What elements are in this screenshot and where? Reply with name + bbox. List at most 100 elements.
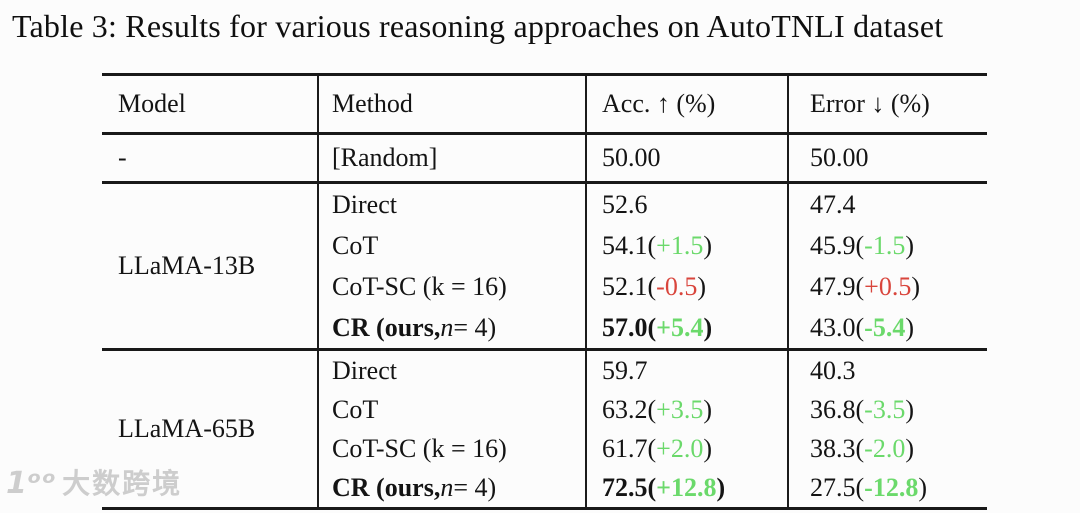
paren-close: ) (703, 433, 713, 463)
paren-close: ) (716, 472, 726, 502)
acc-cell: 61.7 (+2.0) (585, 429, 787, 468)
header-method-label: Method (332, 89, 413, 118)
paren-close: ) (905, 433, 915, 463)
header-accuracy-label: Acc. ↑ (%) (602, 89, 716, 118)
method-cell: CoT (317, 390, 585, 429)
acc-value: 52.1 (602, 271, 648, 301)
error-cell: 36.8 (-3.5) (787, 390, 987, 429)
paren-open: ( (855, 394, 865, 424)
baseline-method: [Random] (332, 143, 438, 172)
paren-close: ) (697, 271, 707, 301)
baseline-row: - [Random] 50.00 50.00 (102, 135, 987, 181)
acc-delta: -0.5 (656, 271, 698, 301)
method-cell: CoT (317, 225, 585, 266)
paren-close: ) (911, 271, 921, 301)
model-cell-llama-65b: LLaMA-65B (102, 351, 317, 507)
method-cell-cr: CR (ours, n = 4) (317, 307, 585, 348)
acc-value: 54.1 (602, 230, 648, 260)
table-caption: Table 3: Results for various reasoning a… (12, 8, 944, 44)
method-label-tail: = 4) (453, 472, 497, 502)
error-value: 43.0 (810, 312, 856, 342)
model-label: LLaMA-13B (118, 251, 256, 280)
paren-close: ) (905, 312, 915, 342)
header-error-label: Error ↓ (%) (810, 89, 930, 118)
error-value: 27.5 (810, 472, 856, 502)
baseline-acc: 50.00 (602, 143, 661, 172)
acc-value: 61.7 (602, 433, 648, 463)
paren-open: ( (647, 312, 657, 342)
acc-value: 72.5 (602, 472, 648, 502)
paren-open: ( (855, 230, 865, 260)
llama-65b-block: LLaMA-65B Direct 59.7 40.3 CoT 63.2 (+3.… (102, 351, 987, 507)
baseline-error: 50.00 (810, 143, 869, 172)
paren-close: ) (703, 394, 713, 424)
mid-rule (102, 348, 987, 351)
baseline-method-cell: [Random] (317, 135, 585, 181)
error-value: 40.3 (810, 355, 856, 385)
method-label: CoT-SC (k = 16) (332, 271, 507, 301)
method-label-bold: CR (ours, (332, 472, 441, 502)
method-cell: CoT-SC (k = 16) (317, 429, 585, 468)
acc-cell: 63.2 (+3.5) (585, 390, 787, 429)
paren-open: ( (855, 271, 865, 301)
llama-13b-block: LLaMA-13B Direct 52.6 47.4 CoT 54.1 (+1.… (102, 184, 987, 348)
acc-value: 52.6 (602, 189, 648, 219)
header-model-label: Model (118, 89, 186, 118)
acc-delta: +5.4 (656, 312, 704, 342)
bottom-rule (102, 507, 987, 510)
error-delta: -3.5 (864, 394, 906, 424)
paren-open: ( (647, 394, 657, 424)
baseline-model-cell: - (102, 135, 317, 181)
method-label-tail: = 4) (453, 312, 497, 342)
results-table: Model Method Acc. ↑ (%) Error ↓ (%) - [R… (102, 73, 987, 510)
acc-cell: 72.5 (+12.8) (585, 468, 787, 507)
acc-cell: 52.6 (585, 184, 787, 225)
paren-close: ) (918, 472, 928, 502)
error-cell: 40.3 (787, 351, 987, 390)
header-method: Method (317, 76, 585, 132)
acc-value: 59.7 (602, 355, 648, 385)
error-cell: 47.4 (787, 184, 987, 225)
method-label: CoT (332, 230, 379, 260)
error-cell: 38.3 (-2.0) (787, 429, 987, 468)
method-label: Direct (332, 189, 397, 219)
acc-delta: +1.5 (656, 230, 704, 260)
error-cell: 45.9 (-1.5) (787, 225, 987, 266)
error-delta: +0.5 (864, 271, 912, 301)
paren-open: ( (855, 433, 865, 463)
paren-open: ( (647, 271, 657, 301)
paren-close: ) (703, 312, 713, 342)
acc-delta: +12.8 (656, 472, 717, 502)
baseline-rule (102, 181, 987, 184)
paren-open: ( (647, 472, 657, 502)
acc-delta: +3.5 (656, 394, 704, 424)
paren-close: ) (703, 230, 713, 260)
method-label: CoT-SC (k = 16) (332, 433, 507, 463)
header-row: Model Method Acc. ↑ (%) Error ↓ (%) (102, 76, 987, 132)
baseline-error-cell: 50.00 (787, 135, 987, 181)
acc-value: 63.2 (602, 394, 648, 424)
paren-open: ( (647, 230, 657, 260)
watermark-logo-icon: 1ᵒᵒ (6, 466, 57, 501)
paren-open: ( (855, 472, 865, 502)
error-delta: -5.4 (864, 312, 906, 342)
error-value: 45.9 (810, 230, 856, 260)
top-rule (102, 73, 987, 76)
error-cell: 47.9 (+0.5) (787, 266, 987, 307)
header-error: Error ↓ (%) (787, 76, 987, 132)
acc-value: 57.0 (602, 312, 648, 342)
error-value: 47.4 (810, 189, 856, 219)
method-cell-cr: CR (ours, n = 4) (317, 468, 585, 507)
method-cell: Direct (317, 351, 585, 390)
error-value: 47.9 (810, 271, 856, 301)
watermark-text: 大数跨境 (62, 467, 183, 500)
acc-delta: +2.0 (656, 433, 704, 463)
error-value: 38.3 (810, 433, 856, 463)
method-label: CoT (332, 394, 379, 424)
header-model: Model (102, 76, 317, 132)
method-label-bold: CR (ours, (332, 312, 441, 342)
method-cell: CoT-SC (k = 16) (317, 266, 585, 307)
method-label: Direct (332, 355, 397, 385)
error-delta: -1.5 (864, 230, 906, 260)
paren-close: ) (905, 394, 915, 424)
